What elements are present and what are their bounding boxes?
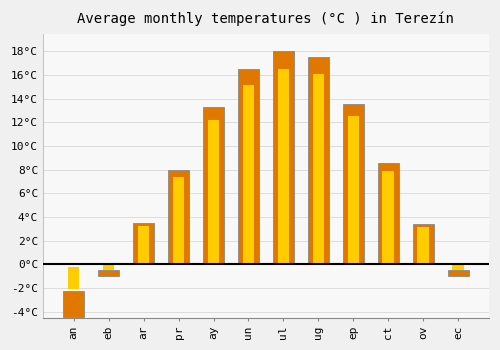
- Bar: [208, 120, 220, 265]
- Bar: [412, 224, 434, 265]
- Bar: [238, 69, 259, 265]
- Bar: [348, 117, 359, 265]
- Title: Average monthly temperatures (°C ) in Terezín: Average monthly temperatures (°C ) in Te…: [78, 11, 454, 26]
- Bar: [452, 265, 464, 270]
- Bar: [312, 74, 324, 265]
- Bar: [68, 267, 80, 289]
- Bar: [273, 51, 294, 265]
- Bar: [418, 228, 429, 265]
- Bar: [168, 170, 189, 265]
- Bar: [343, 104, 364, 265]
- Bar: [382, 171, 394, 265]
- Bar: [242, 85, 254, 265]
- Bar: [63, 290, 84, 316]
- Bar: [448, 271, 468, 276]
- Bar: [308, 57, 329, 265]
- Bar: [103, 265, 115, 270]
- Bar: [98, 271, 119, 276]
- Bar: [203, 107, 224, 265]
- Bar: [173, 177, 184, 265]
- Bar: [138, 226, 149, 265]
- Bar: [278, 69, 289, 265]
- Bar: [378, 163, 398, 265]
- Bar: [133, 223, 154, 265]
